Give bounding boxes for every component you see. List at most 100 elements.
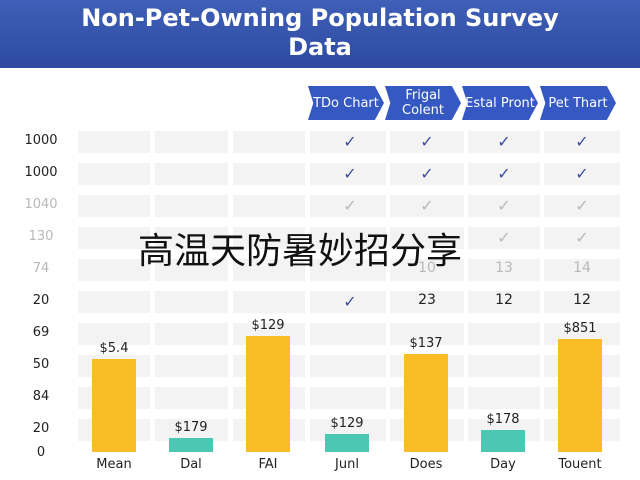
grid-cell (544, 131, 620, 153)
bar-label: $178 (486, 412, 520, 427)
cell: ✓ (497, 164, 511, 183)
grid-cell (544, 259, 620, 281)
grid-cell (155, 227, 228, 249)
grid-cell (310, 195, 386, 217)
axis-label: 50 (32, 357, 50, 372)
bar (558, 339, 602, 452)
category-label: Does (409, 457, 443, 472)
cell: 12 (573, 292, 591, 308)
grid-cell (390, 227, 464, 249)
bar-label: $137 (409, 336, 443, 351)
grid-cell (310, 323, 386, 345)
grid-cell (155, 291, 228, 313)
grid-cell (468, 227, 540, 249)
cell: 12 (495, 292, 513, 308)
grid-cell (468, 131, 540, 153)
grid-cell (310, 131, 386, 153)
grid-cell (233, 163, 305, 185)
row-label: 1040 (24, 197, 58, 212)
bar-label: $5.4 (99, 341, 129, 356)
column-tab: TDo Chart (308, 86, 384, 120)
grid-cell (78, 291, 150, 313)
cell: ✓ (575, 228, 589, 247)
bar-label: $179 (174, 420, 208, 435)
grid-cell (544, 291, 620, 313)
grid-cell (233, 291, 305, 313)
grid-cell (78, 163, 150, 185)
bar (404, 354, 448, 452)
grid-cell (78, 227, 150, 249)
grid-cell (468, 195, 540, 217)
cell: ✓ (575, 132, 589, 151)
cell: ✓ (575, 196, 589, 215)
grid-cell (390, 195, 464, 217)
grid-cell (390, 291, 464, 313)
grid-cell (155, 355, 228, 377)
cell: ✓ (420, 132, 434, 151)
title: Non-Pet-Owning Population Survey Data (81, 4, 559, 61)
grid-cell (468, 323, 540, 345)
column-tab: Pet Thart (540, 86, 616, 120)
cell: ✓ (343, 292, 357, 311)
grid-cell (155, 195, 228, 217)
grid-cell (468, 259, 540, 281)
grid-cell (390, 323, 464, 345)
cell: ✓ (575, 164, 589, 183)
category-label: Touent (558, 457, 602, 472)
grid-cell (468, 291, 540, 313)
cell: ✓ (497, 132, 511, 151)
category-label: FAI (258, 457, 278, 472)
bar (169, 438, 213, 452)
overlay-text: 高温天防暑妙招分享 (138, 231, 463, 272)
column-tab: Frigal Colent (385, 86, 461, 120)
grid-cell (544, 195, 620, 217)
grid-cell (233, 259, 305, 281)
grid-cell (155, 387, 228, 409)
grid-cell (468, 387, 540, 409)
cell: ✓ (343, 196, 357, 215)
grid-cell (155, 419, 228, 441)
bar-label: $851 (563, 321, 597, 336)
grid-cell (78, 195, 150, 217)
grid-cell (544, 227, 620, 249)
grid-cell (78, 259, 150, 281)
grid-cell (310, 355, 386, 377)
category-label: Mean (96, 457, 132, 472)
grid-cell (390, 131, 464, 153)
grid-cell (155, 259, 228, 281)
grid-cell (310, 387, 386, 409)
category-label: Day (490, 457, 516, 472)
cell: ✓ (343, 164, 357, 183)
grid-cell (233, 195, 305, 217)
grid-cell (468, 163, 540, 185)
grid-cell (233, 131, 305, 153)
row-label: 130 (28, 229, 54, 244)
grid-cell (155, 163, 228, 185)
cell: ✓ (420, 196, 434, 215)
grid-cell (78, 131, 150, 153)
bar (481, 430, 525, 452)
grid-cell (78, 323, 150, 345)
grid-cell (155, 131, 228, 153)
cell: ✓ (420, 164, 434, 183)
bar (325, 434, 369, 452)
cell: 14 (573, 260, 591, 276)
column-tab: Estal Pront (462, 86, 538, 120)
row-label: 20 (32, 293, 50, 308)
axis-label: 84 (32, 389, 50, 404)
row-label: 1000 (24, 133, 58, 148)
grid-cell (310, 259, 386, 281)
axis-label: 69 (32, 325, 50, 340)
row-label: 74 (32, 261, 50, 276)
grid-cell (468, 355, 540, 377)
bar (246, 336, 290, 452)
axis-label: 20 (32, 421, 50, 436)
cell: 10 (418, 260, 436, 276)
row-label: 1000 (24, 165, 58, 180)
cell: ✓ (343, 132, 357, 151)
grid-cell (310, 163, 386, 185)
axis-label: 0 (36, 445, 46, 460)
grid-cell (390, 163, 464, 185)
cell: 23 (418, 292, 436, 308)
